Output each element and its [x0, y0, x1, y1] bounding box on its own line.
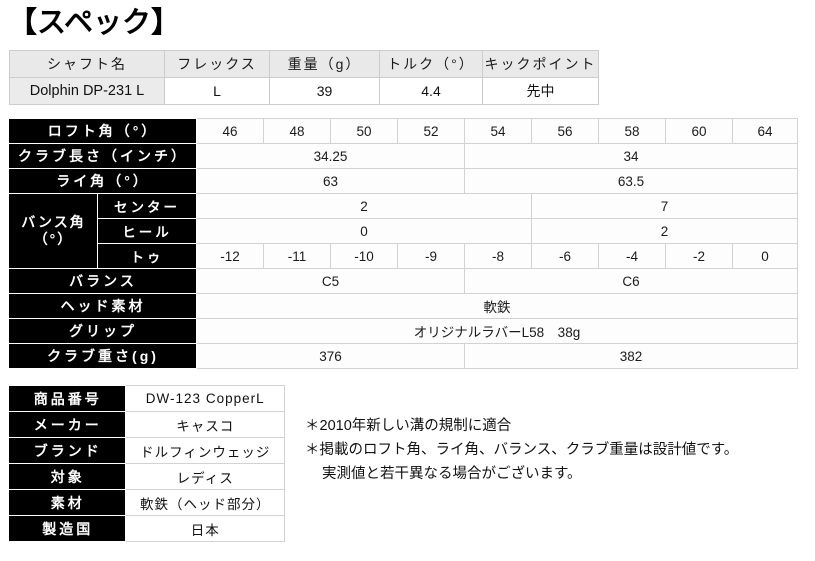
- table-row-grip: グリップ オリジナルラバーL58 38g: [8, 318, 799, 344]
- product-label-brand: ブランド: [8, 437, 127, 464]
- loft-value-8: 60: [665, 118, 734, 144]
- notes-block: ＊2010年新しい溝の規制に適合 ＊掲載のロフト角、ライ角、バランス、クラブ重量…: [305, 414, 805, 486]
- product-value-target: レディス: [125, 463, 285, 490]
- bounce-heel-value-1: 0: [196, 218, 533, 244]
- bounce-toe-value-3: -10: [330, 243, 399, 269]
- loft-value-5: 54: [464, 118, 533, 144]
- product-label-country: 製造国: [8, 515, 127, 542]
- note-line-2: ＊掲載のロフト角、ライ角、バランス、クラブ重量は設計値です。: [305, 442, 739, 458]
- shaft-header-torque: トルク（°）: [379, 50, 483, 78]
- shaft-value-weight: 39: [269, 77, 380, 105]
- spec-label-club-weight: クラブ重さ(g): [8, 343, 198, 369]
- spec-label-bounce-unit: （°）: [33, 231, 74, 247]
- table-row-loft: ロフト角（°） 46 48 50 52 54 56 58 60 64: [8, 118, 799, 144]
- bounce-center-value-1: 2: [196, 193, 533, 219]
- spec-label-lie: ライ角（°）: [8, 168, 198, 194]
- loft-value-2: 48: [263, 118, 332, 144]
- product-value-brand: ドルフィンウェッジ: [125, 437, 285, 464]
- spec-label-bounce-toe: トゥ: [96, 243, 198, 269]
- product-label-target: 対象: [8, 463, 127, 490]
- loft-value-3: 50: [330, 118, 399, 144]
- spec-label-grip: グリップ: [8, 318, 198, 344]
- product-value-maker: キャスコ: [125, 411, 285, 438]
- product-value-country: 日本: [125, 515, 285, 542]
- shaft-value-kickpoint: 先中: [482, 77, 599, 105]
- loft-value-6: 56: [531, 118, 600, 144]
- table-row-material: 素材 軟鉄（ヘッド部分）: [8, 489, 285, 516]
- note-line-3: 実測値と若干異なる場合がございます。: [322, 466, 582, 482]
- note-line-1: ＊2010年新しい溝の規制に適合: [305, 418, 512, 434]
- table-row-brand: ブランド ドルフィンウェッジ: [8, 437, 285, 464]
- balance-value-2: C6: [464, 268, 799, 294]
- product-label-number: 商品番号: [8, 385, 127, 412]
- lie-value-1: 63: [196, 168, 466, 194]
- bounce-center-value-2: 7: [531, 193, 799, 219]
- bounce-toe-value-9: 0: [732, 243, 799, 269]
- table-row-lie: ライ角（°） 63 63.5: [8, 168, 799, 194]
- spec-label-length: クラブ長さ（インチ）: [8, 143, 198, 169]
- table-row-length: クラブ長さ（インチ） 34.25 34: [8, 143, 799, 169]
- product-label-material: 素材: [8, 489, 127, 516]
- table-row-bounce-toe: トゥ -12 -11 -10 -9 -8 -6 -4 -2 0: [10, 243, 799, 269]
- table-row-bounce-center: バンス角 （°） センター 2 7: [9, 193, 799, 269]
- shaft-value-name: Dolphin DP-231 L: [9, 77, 165, 105]
- table-row-maker: メーカー キャスコ: [8, 411, 285, 438]
- spec-label-bounce-center: センター: [96, 193, 198, 219]
- table-row-target: 対象 レディス: [8, 463, 285, 490]
- product-value-number: DW-123 CopperL: [125, 385, 285, 412]
- bounce-toe-value-6: -6: [531, 243, 600, 269]
- bounce-toe-value-1: -12: [196, 243, 265, 269]
- spec-label-bounce-text: バンス角: [21, 214, 86, 230]
- bounce-toe-value-8: -2: [665, 243, 734, 269]
- club-weight-value-1: 376: [196, 343, 466, 369]
- bounce-toe-value-2: -11: [263, 243, 332, 269]
- product-info-table: 商品番号 DW-123 CopperL メーカー キャスコ ブランド ドルフィン…: [8, 385, 285, 542]
- table-row-balance: バランス C5 C6: [8, 268, 799, 294]
- bounce-toe-value-7: -4: [598, 243, 667, 269]
- bounce-toe-value-4: -9: [397, 243, 466, 269]
- lie-value-2: 63.5: [464, 168, 799, 194]
- table-row-shaft-header: シャフト名 フレックス 重量（g） トルク（°） キックポイント: [9, 50, 599, 78]
- head-material-value: 軟鉄: [196, 293, 799, 319]
- spec-label-bounce: バンス角 （°）: [9, 193, 98, 269]
- club-spec-table: ロフト角（°） 46 48 50 52 54 56 58 60 64 クラブ長さ…: [8, 118, 799, 369]
- spec-label-balance: バランス: [8, 268, 198, 294]
- loft-value-4: 52: [397, 118, 466, 144]
- table-row-head-material: ヘッド素材 軟鉄: [8, 293, 799, 319]
- table-row-country: 製造国 日本: [8, 515, 285, 542]
- length-value-2: 34: [464, 143, 799, 169]
- product-label-maker: メーカー: [8, 411, 127, 438]
- loft-value-1: 46: [196, 118, 265, 144]
- loft-value-7: 58: [598, 118, 667, 144]
- shaft-value-flex: L: [164, 77, 270, 105]
- shaft-spec-table: シャフト名 フレックス 重量（g） トルク（°） キックポイント Dolphin…: [9, 50, 599, 105]
- shaft-value-torque: 4.4: [379, 77, 483, 105]
- club-weight-value-2: 382: [464, 343, 799, 369]
- spec-label-loft: ロフト角（°）: [8, 118, 198, 144]
- shaft-header-kickpoint: キックポイント: [482, 50, 599, 78]
- loft-value-9: 64: [732, 118, 799, 144]
- table-row-bounce-heel: ヒール 0 2: [10, 218, 799, 244]
- page-title: 【スペック】: [8, 7, 180, 39]
- length-value-1: 34.25: [196, 143, 466, 169]
- spec-label-head-material: ヘッド素材: [8, 293, 198, 319]
- bounce-toe-value-5: -8: [464, 243, 533, 269]
- table-row-product-number: 商品番号 DW-123 CopperL: [8, 385, 285, 412]
- bounce-heel-value-2: 2: [531, 218, 799, 244]
- spec-label-bounce-heel: ヒール: [96, 218, 198, 244]
- grip-value: オリジナルラバーL58 38g: [196, 318, 799, 344]
- table-row-shaft-values: Dolphin DP-231 L L 39 4.4 先中: [9, 77, 599, 105]
- balance-value-1: C5: [196, 268, 466, 294]
- shaft-header-flex: フレックス: [164, 50, 270, 78]
- shaft-header-name: シャフト名: [9, 50, 165, 78]
- shaft-header-weight: 重量（g）: [269, 50, 380, 78]
- table-row-club-weight: クラブ重さ(g) 376 382: [8, 343, 799, 369]
- product-value-material: 軟鉄（ヘッド部分）: [125, 489, 285, 516]
